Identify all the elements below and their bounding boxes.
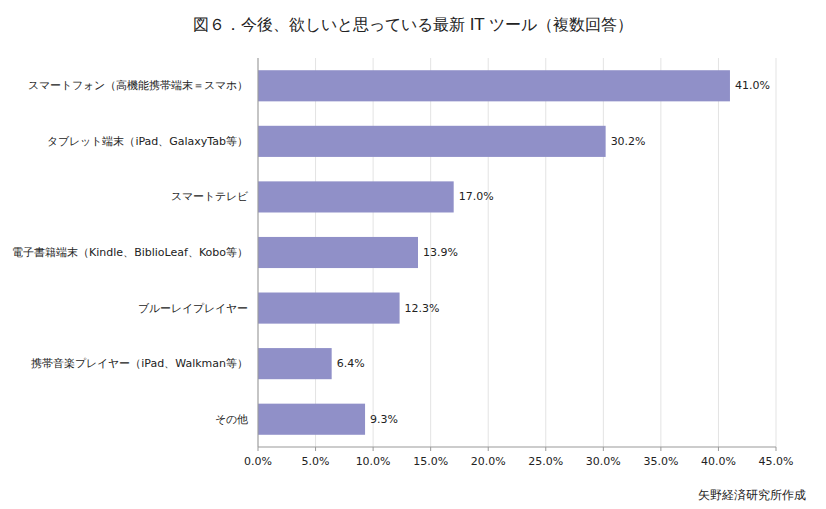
bar: [258, 70, 730, 101]
bar: [258, 126, 606, 157]
tick-label: 20.0%: [471, 455, 506, 468]
tick-label: 25.0%: [528, 455, 563, 468]
tick-mark: [718, 447, 719, 451]
y-axis-line: [258, 58, 259, 447]
category-label: 携帯音楽プレイヤー（iPad、Walkman等）: [31, 357, 248, 370]
x-ticks: 0.0% 5.0% 10.0% 15.0% 20.0% 25.0% 30.0% 35.0% 40…: [244, 447, 793, 468]
category-label: スマートフォン（高機能携帯端末＝スマホ）: [28, 79, 248, 92]
title: 図６．今後、欲しいと思っている最新 IT ツール（複数回答）: [193, 15, 634, 34]
tick-mark: [315, 447, 316, 451]
data-label: 9.3%: [370, 413, 398, 426]
tick-label: 5.0%: [302, 455, 330, 468]
category-label: その他: [215, 413, 248, 426]
data-labels: 9.3% 6.4% 12.3% 13.9% 17.0% 30.2% 41.0%: [337, 79, 770, 425]
category-label: 電子書籍端末（Kindle、BiblioLeaf、Kobo等）: [12, 246, 248, 259]
tick-label: 30.0%: [586, 455, 621, 468]
footer: 矢野経済研究所作成: [698, 488, 806, 502]
tick-mark: [488, 447, 489, 451]
category-label: スマートテレビ: [171, 190, 249, 203]
bar: [258, 404, 365, 435]
tick-mark: [258, 447, 259, 451]
tick-mark: [776, 447, 777, 451]
tick-mark: [660, 447, 661, 451]
bar: [258, 348, 332, 379]
bar: [258, 181, 454, 212]
tick-mark: [603, 447, 604, 451]
bar: [258, 237, 418, 268]
grid-line: [603, 58, 604, 447]
tick-mark: [373, 447, 374, 451]
chart: 図６．今後、欲しいと思っている最新 IT ツール（複数回答） その他 携帯音楽プレイ…: [0, 0, 826, 509]
data-label: 41.0%: [735, 79, 770, 92]
data-label: 30.2%: [611, 135, 646, 148]
tick-label: 40.0%: [701, 455, 736, 468]
data-label: 6.4%: [337, 357, 365, 370]
category-label: タブレット端末（iPad、GalaxyTab等）: [47, 135, 248, 148]
tick-label: 0.0%: [244, 455, 272, 468]
data-label: 12.3%: [405, 302, 440, 315]
tick-label: 35.0%: [643, 455, 678, 468]
data-label: 13.9%: [423, 246, 458, 259]
grid-line: [776, 58, 777, 447]
grid-line: [718, 58, 719, 447]
tick-mark: [545, 447, 546, 451]
grid-line: [545, 58, 546, 447]
data-label: 17.0%: [459, 190, 494, 203]
grid-line: [488, 58, 489, 447]
tick-label: 10.0%: [356, 455, 391, 468]
tick-label: 15.0%: [413, 455, 448, 468]
category-label: ブルーレイプレイヤー: [138, 302, 248, 315]
tick-label: 45.0%: [759, 455, 794, 468]
tick-mark: [430, 447, 431, 451]
bars: [258, 70, 730, 435]
bar: [258, 293, 400, 324]
grid: [258, 58, 776, 447]
x-axis-line: [258, 447, 776, 448]
grid-line: [660, 58, 661, 447]
grid-line: [258, 58, 259, 447]
category-labels: その他 携帯音楽プレイヤー（iPad、Walkman等） ブルーレイプレイヤー 電子書…: [12, 79, 249, 425]
